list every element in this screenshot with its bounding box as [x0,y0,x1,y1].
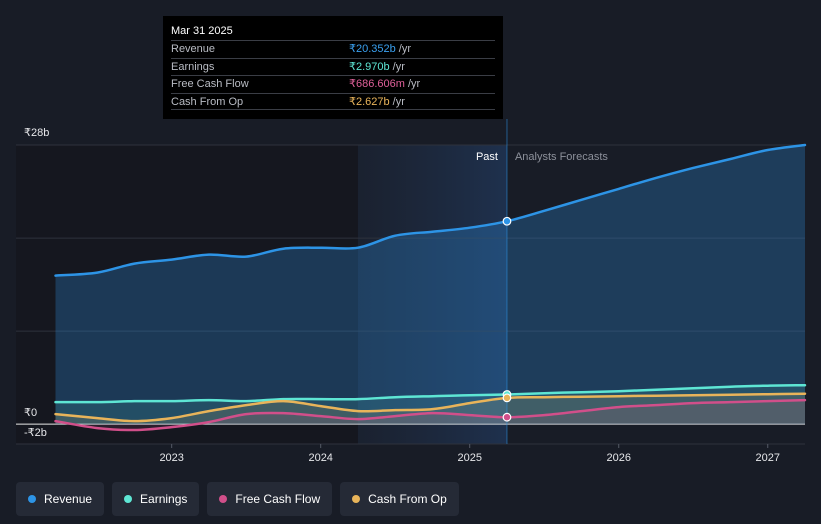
legend: Revenue Earnings Free Cash Flow Cash From O… [16,482,459,516]
x-tick-label: 2025 [457,452,481,464]
tooltip-rows: Revenue ₹20.352b/yr Earnings ₹2.970b/yr Free… [171,40,495,110]
marker-revenue[interactable] [502,216,512,226]
legend-item-cash-from-op[interactable]: Cash From Op [340,482,459,516]
chart-background-history [16,145,358,444]
line-cash_from_op[interactable] [54,392,807,423]
tooltip-value: ₹2.970b [349,60,390,73]
x-tick-label: 2026 [606,452,630,464]
tooltip-date: Mar 31 2025 [171,25,233,37]
tooltip-value: ₹686.606m [349,78,405,90]
tooltip-unit: /yr [392,95,405,108]
tooltip-value: ₹2.627b [349,95,390,108]
legend-item-revenue[interactable]: Revenue [16,482,105,516]
y-tick-label: ₹28b [24,127,49,139]
y-tick-label: ₹0 [24,407,37,419]
x-tick-label: 2023 [159,452,183,464]
gridlines [16,144,805,445]
marker-free_cash_flow[interactable] [502,412,512,422]
line-earnings[interactable] [54,383,807,404]
area-revenue [55,145,805,425]
line-free_cash_flow[interactable] [54,398,807,432]
y-tick-label: -₹2b [24,427,47,439]
x-axis-labels: 2023 2024 2025 2026 2027 [159,444,780,464]
series-lines [54,143,807,432]
series-markers [502,216,512,422]
legend-dot-icon [124,495,133,503]
tooltip-label: Free Cash Flow [171,78,249,90]
tooltip-label: Earnings [171,60,215,73]
tooltip-value: ₹20.352b [349,43,396,55]
marker-cash_from_op[interactable] [502,393,512,403]
past-label: Past [476,151,498,163]
line-revenue[interactable] [54,143,807,277]
legend-item-free-cash-flow[interactable]: Free Cash Flow [207,482,333,516]
legend-dot-icon [28,495,36,503]
tooltip-row: Earnings ₹2.970b/yr [171,57,495,76]
tooltip-unit: /yr [398,43,411,55]
tooltip-label: Revenue [171,43,216,55]
area-cash_from_op [55,393,805,425]
y-axis-labels: ₹28b ₹0 -₹2b [24,127,49,439]
legend-label: Earnings [140,492,188,506]
tooltip: Mar 31 2025 Revenue ₹20.352b/yr Earnings ₹2… [163,16,503,119]
tooltip-unit: /yr [392,60,405,73]
legend-item-earnings[interactable]: Earnings [112,482,200,516]
x-tick-label: 2024 [308,452,332,464]
x-tick-label: 2027 [756,452,780,464]
tooltip-label: Cash From Op [171,95,244,108]
legend-label: Revenue [44,492,93,506]
legend-dot-icon [219,495,228,503]
tooltip-row: Free Cash Flow ₹686.606m/yr [171,75,495,93]
tooltip-row: Revenue ₹20.352b/yr [171,40,495,58]
legend-label: Free Cash Flow [235,492,321,506]
tooltip-unit: /yr [407,78,421,90]
legend-dot-icon [352,495,361,503]
legend-label: Cash From Op [368,492,447,506]
forecast-label: Analysts Forecasts [515,151,608,163]
tooltip-row: Cash From Op ₹2.627b/yr [171,92,495,110]
